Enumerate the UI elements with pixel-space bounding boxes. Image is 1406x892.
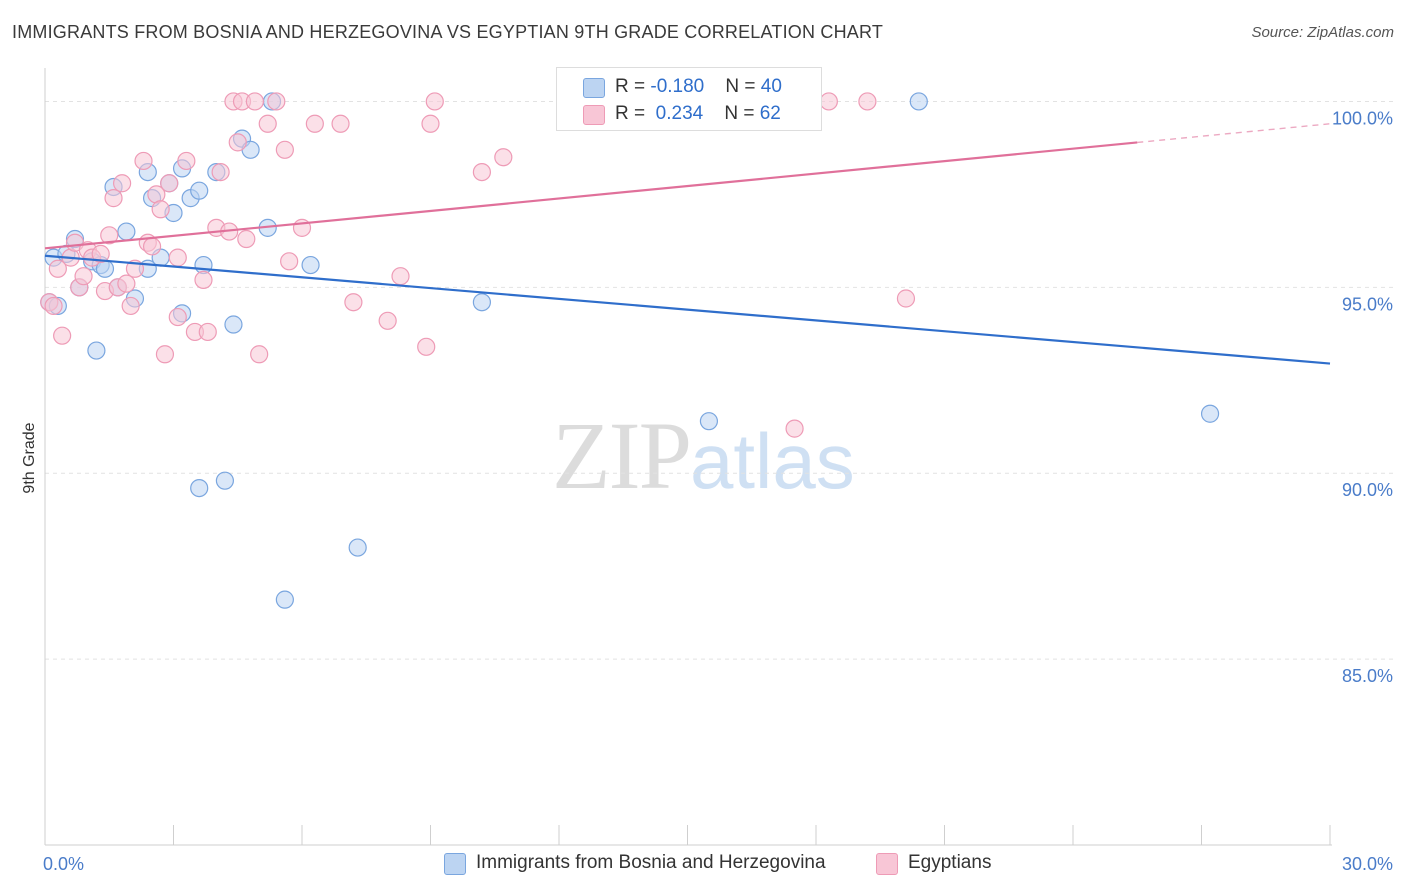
correlation-legend: R = -0.180 N = 40 R = 0.234 N = 62	[556, 67, 822, 131]
data-point-blue	[190, 181, 209, 200]
grid-lines	[45, 100, 1395, 660]
legend-n-label: N =	[724, 103, 760, 124]
data-point-pink	[121, 296, 140, 316]
data-point-pink	[44, 296, 63, 316]
data-point-pink	[104, 189, 123, 208]
data-point-pink	[160, 174, 179, 193]
legend-r-label: R =	[615, 76, 651, 97]
data-point-pink	[421, 114, 440, 133]
data-point-pink	[785, 419, 804, 438]
data-point-pink	[245, 92, 264, 111]
data-point-pink	[211, 162, 230, 182]
trend-line-dashed-pink	[1137, 123, 1331, 144]
y-tick-label: 95.0%	[1342, 294, 1393, 314]
data-point-pink	[275, 140, 294, 159]
data-point-pink	[112, 174, 132, 193]
bottom-legend-label-egyptians: Egyptians	[908, 852, 992, 873]
data-point-pink	[425, 92, 444, 111]
data-point-pink	[237, 229, 256, 249]
data-point-pink	[258, 114, 277, 133]
source-credit: Source: ZipAtlas.com	[1251, 24, 1394, 41]
data-point-pink	[344, 293, 363, 312]
watermark-zip: ZIP	[552, 402, 692, 509]
data-point-blue	[909, 92, 928, 111]
data-point-blue	[87, 341, 106, 360]
data-point-blue	[224, 315, 243, 334]
legend-r-value-bosnia: -0.180	[650, 76, 705, 97]
data-point-pink	[280, 252, 299, 271]
axis-labels: 85.0% 90.0% 95.0% 100.0% 0.0% 30.0% 9th Grade	[21, 108, 1393, 874]
data-point-pink	[417, 337, 436, 356]
watermark: ZIPatlas	[552, 400, 855, 511]
data-point-pink	[168, 307, 187, 327]
data-point-blue	[699, 412, 719, 431]
x-tick-label: 0.0%	[43, 854, 84, 874]
data-point-blue	[472, 293, 491, 312]
data-point-pink	[142, 237, 162, 256]
axes	[44, 68, 1332, 846]
data-point-pink	[228, 133, 247, 152]
data-point-pink	[74, 267, 93, 286]
x-tick-label: 30.0%	[1342, 854, 1393, 874]
legend-r-label: R =	[615, 103, 651, 124]
bottom-legend-swatch-egyptians	[876, 853, 898, 875]
data-point-pink	[858, 92, 877, 111]
legend-swatch-bosnia	[583, 78, 605, 98]
data-point-pink	[378, 311, 397, 330]
data-point-pink	[472, 162, 491, 182]
y-axis-title: 9th Grade	[21, 422, 38, 493]
data-point-pink	[896, 289, 916, 308]
data-point-pink	[305, 114, 324, 133]
data-point-pink	[100, 226, 119, 245]
data-point-pink	[155, 345, 175, 364]
data-point-pink	[48, 259, 67, 278]
chart-title: IMMIGRANTS FROM BOSNIA AND HERZEGOVINA V…	[12, 22, 884, 42]
data-point-pink	[91, 244, 110, 263]
data-point-pink	[134, 151, 153, 171]
legend-n-value-bosnia: 40	[760, 76, 782, 97]
bottom-legend-label-bosnia: Immigrants from Bosnia and Herzegovina	[476, 852, 826, 873]
data-point-blue	[117, 222, 136, 241]
data-points	[40, 92, 1220, 609]
watermark-atlas: atlas	[690, 417, 855, 505]
data-point-pink	[267, 92, 286, 111]
data-point-blue	[1200, 404, 1220, 423]
trend-line-blue	[44, 254, 1331, 365]
data-point-pink	[194, 270, 213, 290]
legend-n-value-egyptians: 62	[759, 103, 781, 124]
y-tick-label: 85.0%	[1342, 666, 1393, 686]
data-point-blue	[275, 590, 294, 609]
data-point-pink	[331, 114, 350, 133]
data-point-pink	[177, 151, 196, 171]
data-point-pink	[250, 345, 269, 364]
y-tick-label: 90.0%	[1342, 480, 1393, 500]
legend-swatch-egyptians	[583, 105, 605, 125]
data-point-blue	[190, 479, 209, 498]
data-point-blue	[215, 471, 234, 490]
data-point-pink	[53, 326, 72, 345]
trend-lines	[44, 123, 1331, 365]
data-point-blue	[301, 255, 320, 275]
data-point-pink	[151, 200, 170, 219]
y-tick-label: 100.0%	[1332, 108, 1393, 128]
bottom-legend-swatch-bosnia	[444, 853, 466, 875]
data-point-blue	[348, 538, 367, 557]
data-point-pink	[117, 274, 136, 293]
data-point-pink	[168, 248, 187, 267]
data-point-pink	[391, 267, 410, 286]
data-point-pink	[494, 148, 513, 167]
trend-line-pink	[44, 141, 1138, 250]
legend-r-value-egyptians: 0.234	[655, 103, 704, 124]
data-point-pink	[198, 322, 217, 342]
data-point-pink	[819, 92, 838, 111]
legend-n-label: N =	[725, 76, 761, 97]
